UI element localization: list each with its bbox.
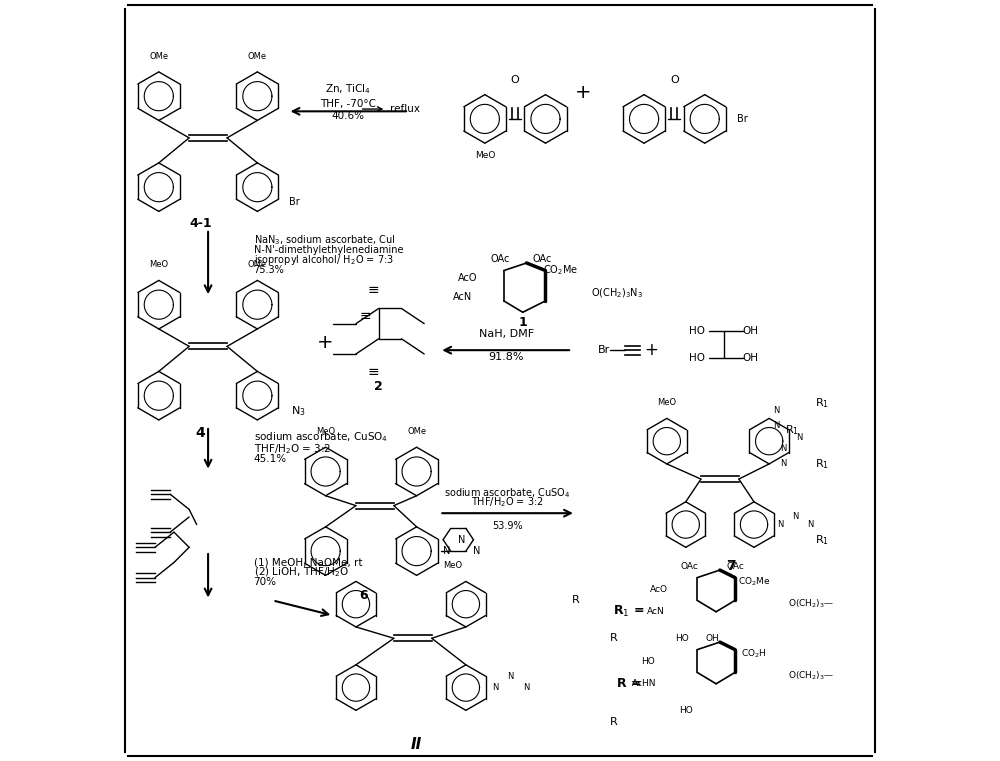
Text: O: O xyxy=(670,75,679,84)
Text: reflux: reflux xyxy=(390,104,420,114)
Text: 2: 2 xyxy=(374,380,383,393)
Text: R$_1$: R$_1$ xyxy=(785,423,799,437)
Text: isopropyl alcohol/ H$_2$O = 7:3: isopropyl alcohol/ H$_2$O = 7:3 xyxy=(254,253,393,267)
Text: THF/H$_2$O = 3:2: THF/H$_2$O = 3:2 xyxy=(471,495,544,509)
Text: NaH, DMF: NaH, DMF xyxy=(479,329,534,339)
Text: CO$_2$H: CO$_2$H xyxy=(741,647,767,660)
Text: NaN$_3$, sodium ascorbate, CuI: NaN$_3$, sodium ascorbate, CuI xyxy=(254,234,395,247)
Text: R$_1$: R$_1$ xyxy=(815,396,829,410)
Text: N: N xyxy=(773,406,779,416)
Text: N$_3$: N$_3$ xyxy=(291,404,305,418)
Text: N: N xyxy=(773,422,779,431)
Text: OMe: OMe xyxy=(407,427,426,436)
Text: N: N xyxy=(473,546,481,556)
Text: ≡: ≡ xyxy=(359,309,371,323)
Text: OH: OH xyxy=(705,634,719,643)
Text: +: + xyxy=(317,333,334,352)
Text: MeO: MeO xyxy=(475,151,495,160)
Text: R$_1$: R$_1$ xyxy=(815,457,829,471)
Text: N: N xyxy=(807,520,813,529)
Text: N: N xyxy=(523,683,529,692)
Text: +: + xyxy=(575,83,592,102)
Text: MeO: MeO xyxy=(657,398,676,407)
Text: N: N xyxy=(492,683,499,692)
Text: 7: 7 xyxy=(726,559,736,573)
Text: HO: HO xyxy=(675,634,689,643)
Text: AcN: AcN xyxy=(647,607,664,616)
Text: AcO: AcO xyxy=(458,273,478,283)
Text: HO: HO xyxy=(679,705,693,715)
Text: N: N xyxy=(443,546,451,556)
Text: N: N xyxy=(781,444,787,454)
Text: AcN: AcN xyxy=(452,292,472,302)
Text: N: N xyxy=(781,460,787,469)
Text: 75.3%: 75.3% xyxy=(254,265,284,275)
Text: II: II xyxy=(411,737,422,752)
Text: HO: HO xyxy=(689,326,705,336)
Text: HO: HO xyxy=(641,657,655,666)
Text: CO$_2$Me: CO$_2$Me xyxy=(738,575,770,587)
Text: (2) LiOH, THF/H$_2$O: (2) LiOH, THF/H$_2$O xyxy=(254,565,349,579)
Text: R: R xyxy=(610,717,618,727)
Text: N-N'-dimethylethylenediamine: N-N'-dimethylethylenediamine xyxy=(254,245,403,255)
Text: O(CH$_2$)$_3$—: O(CH$_2$)$_3$— xyxy=(788,598,835,610)
Text: OMe: OMe xyxy=(248,260,267,269)
Text: MeO: MeO xyxy=(316,427,335,436)
Text: 1: 1 xyxy=(518,316,527,329)
Text: OH: OH xyxy=(742,353,758,363)
Text: N: N xyxy=(458,535,466,545)
Text: sodium ascorbate, CuSO$_4$: sodium ascorbate, CuSO$_4$ xyxy=(444,486,571,500)
Text: 4-1: 4-1 xyxy=(189,218,212,231)
Text: OH: OH xyxy=(742,326,758,336)
Text: O: O xyxy=(511,75,520,84)
Text: Br: Br xyxy=(737,114,747,124)
Text: OAc: OAc xyxy=(532,254,551,264)
Text: (1) MeOH, NaOMe, rt: (1) MeOH, NaOMe, rt xyxy=(254,558,362,568)
Text: R$_1$: R$_1$ xyxy=(815,533,829,546)
Text: R$_1$ =: R$_1$ = xyxy=(613,604,645,619)
Text: 40.6%: 40.6% xyxy=(332,111,365,121)
Text: Br: Br xyxy=(289,197,300,207)
Text: HO: HO xyxy=(689,353,705,363)
Text: N: N xyxy=(508,672,514,680)
Text: O(CH$_2$)$_3$N$_3$: O(CH$_2$)$_3$N$_3$ xyxy=(591,286,643,300)
Text: ≡: ≡ xyxy=(368,365,379,379)
Text: sodium ascorbate, CuSO$_4$: sodium ascorbate, CuSO$_4$ xyxy=(254,431,388,444)
Text: OAc: OAc xyxy=(490,254,510,264)
Text: O(CH$_2$)$_3$—: O(CH$_2$)$_3$— xyxy=(788,670,835,683)
Text: N: N xyxy=(777,520,783,529)
Text: AcHN: AcHN xyxy=(632,680,656,688)
Text: CO$_2$Me: CO$_2$Me xyxy=(543,263,578,278)
Text: 53.9%: 53.9% xyxy=(492,521,523,530)
Text: MeO: MeO xyxy=(149,260,168,269)
Text: OMe: OMe xyxy=(149,52,168,61)
Text: 6: 6 xyxy=(359,589,368,602)
Text: OMe: OMe xyxy=(248,52,267,61)
Text: ≡: ≡ xyxy=(368,283,379,297)
Text: THF/H$_2$O = 3:2: THF/H$_2$O = 3:2 xyxy=(254,442,331,456)
Text: 4: 4 xyxy=(196,426,205,440)
Text: OAc: OAc xyxy=(726,562,744,571)
Text: N: N xyxy=(796,433,802,442)
Text: R =: R = xyxy=(617,677,641,690)
Text: R: R xyxy=(610,633,618,643)
Text: AcO: AcO xyxy=(650,584,668,594)
Text: N: N xyxy=(792,512,798,521)
Text: +: + xyxy=(644,341,658,359)
Text: 45.1%: 45.1% xyxy=(254,454,287,463)
Text: 70%: 70% xyxy=(254,577,277,587)
Text: THF, -70°C: THF, -70°C xyxy=(320,99,376,109)
Text: Zn, TiCl$_4$: Zn, TiCl$_4$ xyxy=(325,82,371,96)
Text: OAc: OAc xyxy=(681,562,698,571)
Text: R: R xyxy=(572,595,580,606)
Text: Br: Br xyxy=(598,345,610,355)
Text: MeO: MeO xyxy=(443,561,462,570)
Text: 91.8%: 91.8% xyxy=(488,352,524,361)
